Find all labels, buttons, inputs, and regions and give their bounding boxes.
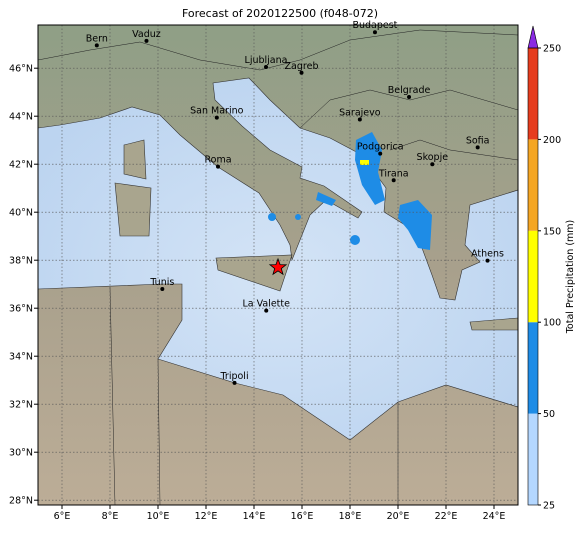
- city-label: Sofia: [466, 135, 490, 146]
- city-dot: [214, 115, 219, 120]
- lon-tick-label: 16°E: [291, 511, 314, 522]
- lat-tick-label: 30°N: [9, 448, 33, 459]
- title: Forecast of 2020122500 (f048-072): [182, 7, 378, 20]
- lon-tick-label: 6°E: [54, 511, 71, 522]
- city-label: Tripoli: [220, 371, 249, 382]
- city-dot: [357, 117, 362, 122]
- sicily: [215, 254, 293, 292]
- lat-tick-label: 38°N: [9, 256, 33, 267]
- city-label: Podgorica: [357, 142, 404, 153]
- lon-tick-label: 24°E: [483, 511, 506, 522]
- city-dot: [391, 178, 396, 183]
- city-label: San Marino: [190, 106, 243, 117]
- city-label: Tunis: [149, 277, 174, 288]
- lat-tick-label: 36°N: [9, 304, 33, 315]
- city-label: Tirana: [378, 168, 409, 179]
- city-label: Zagreb: [285, 61, 319, 72]
- city-dot: [264, 308, 269, 313]
- city-label: Roma: [204, 155, 231, 166]
- lat-tick-label: 40°N: [9, 208, 33, 219]
- colorbar-frame: [527, 47, 539, 506]
- lat-tick-label: 44°N: [9, 112, 33, 123]
- city-label: Athens: [471, 249, 504, 260]
- lat-tick-label: 28°N: [9, 496, 33, 507]
- colorbar-segment: [528, 48, 538, 140]
- lon-tick-label: 22°E: [435, 511, 458, 522]
- colorbar-segment: [528, 139, 538, 231]
- city-label: Belgrade: [388, 85, 431, 96]
- colorbar-tick-label: 200: [543, 135, 561, 146]
- colorbar-segment: [528, 322, 538, 414]
- lat-tick-label: 46°N: [9, 64, 33, 75]
- map-frame: [37, 24, 519, 506]
- lon-tick-label: 18°E: [339, 511, 362, 522]
- corsica: [123, 139, 147, 180]
- city-dot: [378, 151, 383, 156]
- city-label: La Valette: [242, 299, 290, 310]
- lon-tick-label: 20°E: [387, 511, 410, 522]
- city-dot: [407, 95, 412, 99]
- colorbar-tick-label: 250: [543, 44, 561, 55]
- colorbar-tick-label: 100: [543, 318, 561, 329]
- city-dot: [430, 162, 435, 167]
- city-label: Bern: [86, 33, 108, 44]
- colorbar-tick-label: 150: [543, 226, 561, 237]
- colorbar-tick-label: 50: [543, 409, 555, 420]
- city-dot: [94, 43, 99, 48]
- lon-tick-label: 8°E: [102, 511, 119, 522]
- graticule: 6°E 8°E 10°E 12°E 14°E 16°E 18°E 20°E 22°E 24°E 28…: [9, 25, 518, 522]
- precip-peak: [360, 160, 369, 165]
- city-label: Sarajevo: [339, 108, 381, 119]
- lat-tick-label: 34°N: [9, 352, 33, 363]
- city-dot: [144, 38, 149, 43]
- city-label: Budapest: [352, 20, 397, 31]
- sardinia: [114, 182, 152, 237]
- city-label: Skopje: [417, 152, 449, 163]
- city-dot: [264, 65, 268, 69]
- colorbar-label: Total Precipitation (mm): [565, 220, 576, 335]
- city-dot: [160, 287, 165, 291]
- city-dot: [485, 258, 490, 263]
- colorbar: 25 50 100 150 200 250 Total Precipitation (mm): [527, 25, 576, 512]
- city-label: Ljubljana: [245, 55, 288, 66]
- lat-tick-label: 32°N: [9, 400, 33, 411]
- lon-tick-label: 14°E: [243, 511, 266, 522]
- target-marker: [268, 257, 288, 276]
- colorbar-tick-label: 25: [543, 501, 555, 512]
- city-dot: [475, 145, 480, 150]
- city-dot: [216, 164, 220, 169]
- lon-tick-label: 12°E: [195, 511, 218, 522]
- colorbar-extend: [527, 25, 539, 49]
- lat-tick-label: 42°N: [9, 160, 33, 171]
- city-dot: [232, 380, 237, 385]
- colorbar-segment: [528, 413, 538, 505]
- city-label: Vaduz: [132, 29, 161, 40]
- city-dot: [299, 70, 304, 75]
- colorbar-segment: [528, 230, 538, 323]
- lon-tick-label: 10°E: [147, 511, 170, 522]
- city-dot: [372, 30, 377, 35]
